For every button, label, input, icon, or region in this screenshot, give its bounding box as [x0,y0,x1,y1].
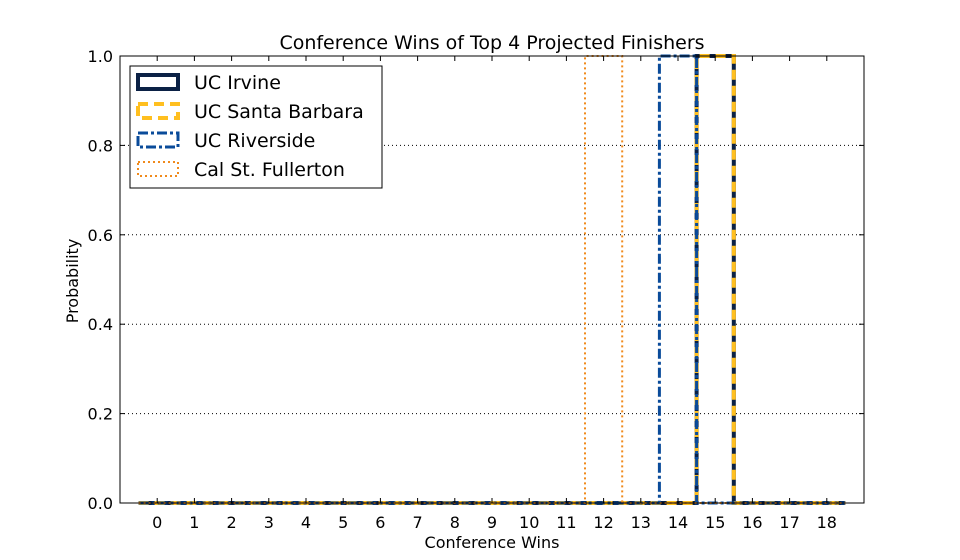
x-tick-label: 9 [487,513,497,532]
legend-label: Cal St. Fullerton [194,159,345,181]
x-tick-label: 7 [413,513,423,532]
legend-swatch [136,73,180,91]
legend-swatch [136,131,180,149]
x-tick-label: 14 [668,513,688,532]
x-tick-label: 0 [152,513,162,532]
legend-label: UC Santa Barbara [194,101,364,123]
legend-label: UC Riverside [194,130,315,152]
x-tick-label: 5 [338,513,348,532]
x-tick-label: 17 [779,513,799,532]
legend-swatch [136,102,180,120]
x-tick-label: 3 [264,513,274,532]
x-tick-label: 10 [519,513,539,532]
y-axis-title: Probability [63,239,82,324]
y-tick-label: 1.0 [88,47,113,66]
legend-frame [129,65,383,189]
x-tick-label: 16 [742,513,762,532]
chart-title: Conference Wins of Top 4 Projected Finis… [279,32,704,54]
y-tick-label: 0.4 [88,315,113,334]
x-tick-label: 2 [227,513,237,532]
x-tick-label: 6 [375,513,385,532]
x-tick-label: 18 [817,513,837,532]
y-tick-label: 0.8 [88,136,113,155]
y-tick-label: 0.0 [88,494,113,513]
legend-swatch [137,161,179,177]
legend: UC Irvine UC Santa Barbara UC Riverside Cal… [129,65,383,189]
x-tick-label: 11 [556,513,576,532]
y-tick-label: 0.2 [88,405,113,424]
axis-ticks: 0 1 2 3 4 5 6 7 8 9 10 11 12 13 14 15 16 17 180.00.20.40.6… [88,47,864,532]
x-axis-title: Conference Wins [425,533,560,552]
y-tick-label: 0.6 [88,226,113,245]
x-tick-label: 8 [450,513,460,532]
legend-label: UC Irvine [194,72,281,94]
x-tick-label: 12 [593,513,613,532]
x-tick-label: 1 [189,513,199,532]
x-tick-label: 4 [301,513,311,532]
x-tick-label: 13 [631,513,651,532]
x-tick-label: 15 [705,513,725,532]
